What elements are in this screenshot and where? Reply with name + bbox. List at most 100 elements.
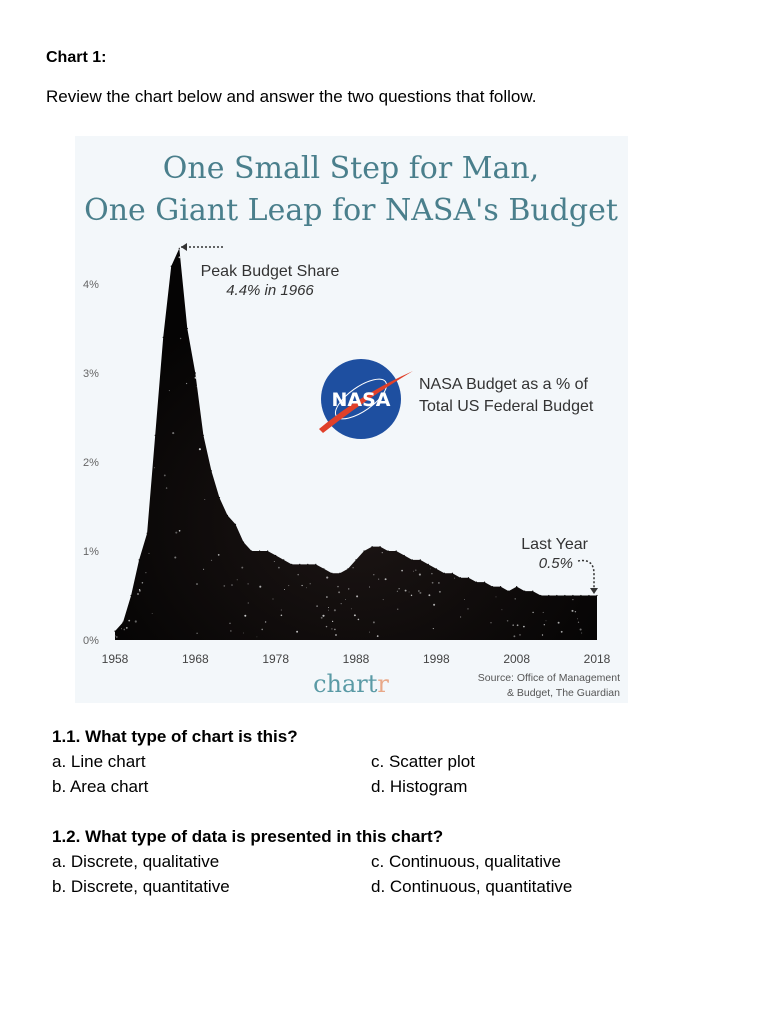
source-line-2: & Budget, The Guardian xyxy=(507,687,620,699)
star-speck xyxy=(373,574,375,576)
x-tick-label: 1968 xyxy=(182,652,209,666)
question-2: 1.2. What type of data is presented in t… xyxy=(52,824,572,899)
star-speck xyxy=(256,636,258,638)
star-speck xyxy=(413,570,415,572)
data-point xyxy=(267,550,269,552)
data-point xyxy=(146,532,148,534)
data-point xyxy=(363,550,365,552)
data-point xyxy=(226,514,229,516)
chart-title-line-2: One Giant Leap for NASA's Budget xyxy=(84,193,618,228)
data-point xyxy=(459,577,462,579)
data-point xyxy=(218,497,221,499)
star-speck xyxy=(577,618,578,620)
star-speck xyxy=(278,566,280,569)
star-speck xyxy=(168,390,170,392)
star-speck xyxy=(574,610,577,613)
star-speck xyxy=(280,609,282,611)
star-speck xyxy=(490,622,492,624)
peak-value: 4.4% in 1966 xyxy=(226,282,314,299)
star-speck xyxy=(259,585,262,588)
star-speck xyxy=(376,635,379,637)
star-speck xyxy=(356,595,359,598)
data-point xyxy=(516,586,518,588)
star-speck xyxy=(115,636,118,638)
data-point xyxy=(540,594,542,597)
star-speck xyxy=(542,611,544,613)
data-point xyxy=(250,550,253,552)
star-speck xyxy=(571,609,574,612)
data-point xyxy=(564,594,566,597)
star-speck xyxy=(344,598,346,600)
star-speck xyxy=(261,628,264,631)
star-speck xyxy=(306,587,307,589)
data-point xyxy=(387,550,389,552)
star-speck xyxy=(408,591,410,593)
star-speck xyxy=(579,628,582,631)
data-point xyxy=(331,572,333,574)
star-speck xyxy=(418,573,421,576)
data-point xyxy=(451,572,453,574)
data-point xyxy=(122,621,124,623)
data-point xyxy=(194,372,196,374)
star-speck xyxy=(145,572,147,574)
last-year-label: Last Year xyxy=(521,536,588,553)
star-speck xyxy=(196,583,198,585)
star-speck xyxy=(179,337,182,340)
star-speck xyxy=(125,627,128,629)
question-1-option-c: c. Scatter plot xyxy=(371,752,475,771)
star-speck xyxy=(350,608,352,610)
star-speck xyxy=(151,613,153,614)
star-speck xyxy=(467,608,469,610)
star-speck xyxy=(322,614,325,617)
document-instruction: Review the chart below and answer the tw… xyxy=(46,87,537,106)
data-point xyxy=(395,550,397,552)
question-2-option-b: b. Discrete, quantitative xyxy=(52,877,230,896)
star-speck xyxy=(433,603,436,606)
star-speck xyxy=(196,632,198,635)
data-point xyxy=(242,541,245,543)
star-speck xyxy=(340,602,342,605)
data-point xyxy=(259,550,261,552)
question-1-option-d: d. Histogram xyxy=(371,777,468,796)
data-point xyxy=(210,470,212,472)
data-point xyxy=(138,559,140,561)
data-point xyxy=(234,523,237,525)
star-speck xyxy=(165,487,168,489)
data-point xyxy=(548,594,550,597)
star-speck xyxy=(203,568,205,570)
data-point xyxy=(435,568,437,570)
star-speck xyxy=(334,633,338,637)
star-speck xyxy=(326,596,328,598)
star-speck xyxy=(241,566,244,569)
star-speck xyxy=(418,590,420,592)
star-speck xyxy=(139,590,141,592)
star-speck xyxy=(326,576,329,579)
data-point xyxy=(275,554,277,557)
star-speck xyxy=(175,531,178,534)
data-point xyxy=(323,568,325,570)
star-speck xyxy=(381,551,383,554)
star-speck xyxy=(396,590,398,592)
data-point xyxy=(315,563,317,565)
star-speck xyxy=(513,635,516,638)
peak-label: Peak Budget Share xyxy=(201,263,340,280)
star-speck xyxy=(353,614,356,617)
star-speck xyxy=(384,578,387,581)
data-point xyxy=(355,559,357,561)
star-speck xyxy=(512,624,514,626)
star-speck xyxy=(369,631,370,633)
star-speck xyxy=(273,561,275,563)
star-speck xyxy=(198,448,201,451)
question-1-option-b: b. Area chart xyxy=(52,777,149,796)
question-1: 1.1. What type of chart is this? a. Line… xyxy=(52,724,475,799)
star-speck xyxy=(114,635,116,637)
data-point xyxy=(491,586,494,588)
star-speck xyxy=(195,386,197,388)
star-speck xyxy=(431,581,434,584)
star-speck xyxy=(223,585,226,587)
star-speck xyxy=(247,602,249,604)
star-speck xyxy=(284,589,285,590)
data-point xyxy=(299,563,301,565)
star-speck xyxy=(128,619,131,622)
last-year-arrowhead-icon xyxy=(590,588,598,594)
